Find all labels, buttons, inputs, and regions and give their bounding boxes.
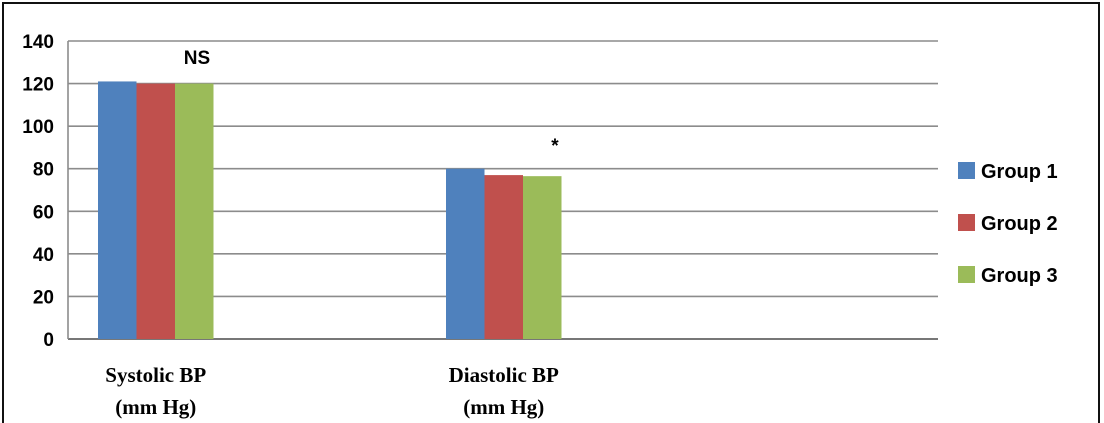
y-tick-label: 80 (33, 160, 54, 181)
annotation-asterisk: * (551, 136, 559, 157)
legend-swatch (958, 266, 975, 283)
bar (484, 175, 523, 339)
x-category-label: Diastolic BP (449, 363, 559, 387)
bars (98, 81, 562, 339)
y-tick-label: 60 (33, 202, 54, 223)
y-tick-label: 20 (33, 287, 54, 308)
legend-label: Group 2 (981, 213, 1058, 235)
bar (523, 176, 562, 339)
y-tick-label: 0 (43, 330, 54, 351)
legend-label: Group 1 (981, 161, 1058, 183)
x-axis-category-labels: Systolic BP (mm Hg) Diastolic BP (mm Hg) (105, 363, 559, 419)
y-tick-label: 140 (22, 32, 54, 53)
y-tick-label: 120 (22, 75, 54, 96)
bar (446, 168, 485, 339)
y-tick-label: 40 (33, 245, 54, 266)
legend-swatch (958, 162, 975, 179)
legend: Group 1 Group 2 Group 3 (958, 161, 1058, 287)
y-axis-ticks: 0 20 40 60 80 100 120 140 (22, 32, 54, 351)
significance-annotations: NS * (184, 48, 560, 157)
y-tick-label: 100 (22, 117, 54, 138)
bar (175, 83, 214, 339)
legend-label: Group 3 (981, 265, 1058, 287)
x-category-label: Systolic BP (105, 363, 206, 387)
legend-swatch (958, 214, 975, 231)
bar (98, 81, 137, 339)
bar (136, 83, 175, 339)
x-category-label: (mm Hg) (463, 395, 544, 419)
x-category-label: (mm Hg) (115, 395, 196, 419)
annotation-ns: NS (184, 48, 210, 69)
